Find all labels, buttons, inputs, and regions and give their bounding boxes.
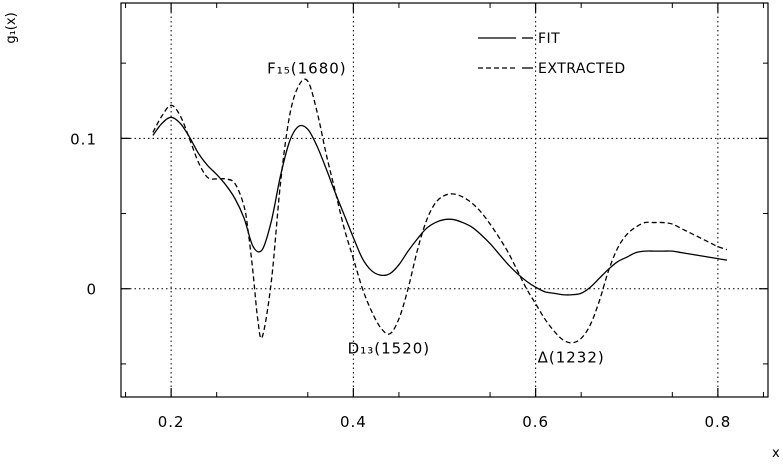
y-tick-label: 0.1	[70, 130, 97, 148]
annotations: F₁₅(1680) D₁₃(1520) Δ(1232)	[267, 60, 605, 367]
legend-label-extracted: EXTRACTED	[538, 61, 626, 77]
series-extracted-line	[152, 78, 728, 344]
plot-frame	[120, 2, 769, 398]
tick-marks	[121, 3, 768, 397]
x-tick-label: 0.4	[340, 413, 367, 431]
x-tick-label: 0.2	[158, 413, 185, 431]
x-axis-label: x	[772, 446, 780, 461]
tick-labels: 0.2 0.4 0.6 0.8 0 0.1	[70, 130, 731, 431]
y-axis-label: g₁(x)	[4, 12, 19, 43]
legend-label-fit: FIT	[538, 31, 560, 47]
annotation-label: F₁₅(1680)	[267, 60, 347, 78]
annotation-label: D₁₃(1520)	[348, 339, 430, 357]
x-tick-label: 0.6	[522, 413, 549, 431]
y-tick-label: 0	[86, 281, 97, 299]
legend: FIT EXTRACTED	[478, 31, 626, 77]
x-tick-label: 0.8	[704, 413, 731, 431]
series-lines	[152, 78, 728, 344]
annotation-label: Δ(1232)	[538, 348, 605, 366]
